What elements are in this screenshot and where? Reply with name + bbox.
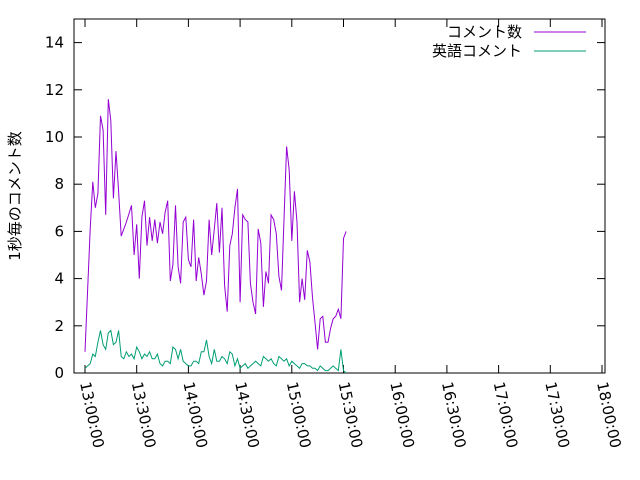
series-line-comments [84, 99, 347, 352]
x-tick-label: 13:00:00 [76, 380, 108, 450]
y-tick-label: 14 [45, 34, 64, 52]
y-axis-label: 1秒毎のコメント数 [6, 131, 24, 261]
y-tick-label: 0 [54, 364, 64, 382]
x-tick-label: 16:30:00 [438, 380, 470, 450]
ticks [74, 19, 605, 374]
y-tick-label: 12 [45, 81, 64, 99]
x-tick-label: 15:00:00 [283, 380, 315, 450]
x-tick-label: 18:00:00 [593, 380, 625, 450]
y-tick-label: 8 [54, 175, 64, 193]
legend: コメント数 英語コメント [432, 23, 586, 60]
y-tick-label: 4 [54, 270, 64, 288]
y-tick-labels: 0 2 4 6 8 10 12 14 [45, 34, 64, 382]
y-tick-label: 2 [54, 317, 64, 335]
x-tick-label: 17:30:00 [541, 380, 573, 450]
x-tick-label: 14:00:00 [179, 380, 211, 450]
x-tick-label: 17:00:00 [490, 380, 522, 450]
y-tick-label: 6 [54, 222, 64, 240]
x-tick-label: 14:30:00 [231, 380, 263, 450]
series-line-english-comments [84, 329, 347, 374]
x-tick-label: 13:30:00 [128, 380, 160, 450]
series-lines [84, 99, 347, 374]
legend-label-english-comments: 英語コメント [432, 42, 522, 60]
legend-label-comments: コメント数 [447, 23, 522, 41]
y-tick-label: 10 [45, 128, 64, 146]
x-tick-label: 15:30:00 [335, 380, 367, 450]
x-tick-label: 16:00:00 [386, 380, 418, 450]
plot-frame [73, 18, 606, 374]
x-tick-labels: 13:00:00 13:30:00 14:00:00 14:30:00 15:00:00… [76, 380, 625, 450]
